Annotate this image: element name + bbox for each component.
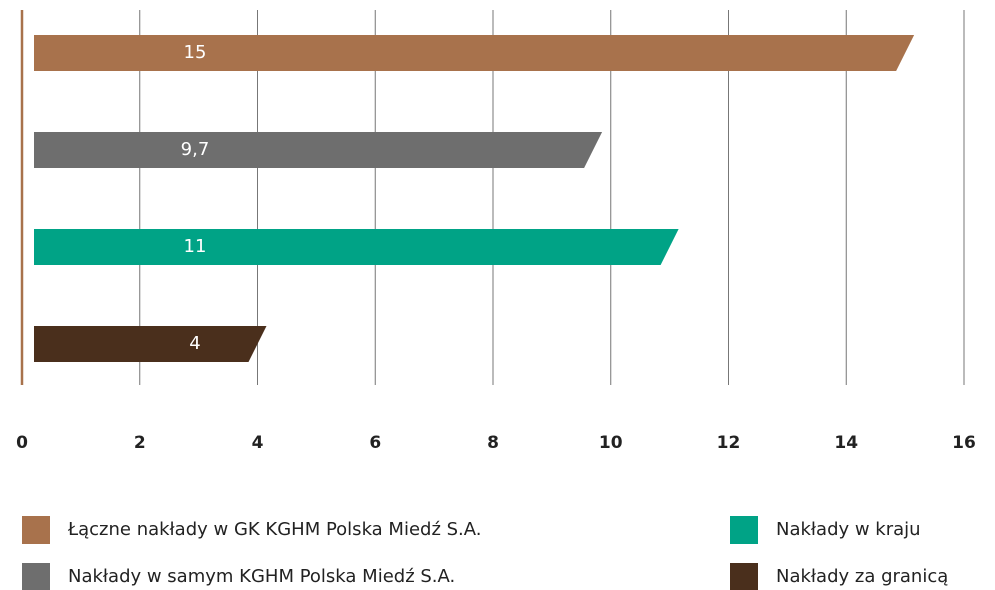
x-tick-label: 10	[599, 433, 623, 453]
legend-swatch	[22, 563, 50, 590]
x-tick-label: 4	[252, 433, 264, 453]
bar	[34, 35, 915, 71]
value-label: 4	[189, 333, 200, 354]
legend-label: Łączne nakłady w GK KGHM Polska Miedź S.…	[67, 519, 482, 540]
legend-label: Nakłady w kraju	[776, 519, 921, 540]
x-tick-label: 14	[834, 433, 858, 453]
legend-swatch	[730, 516, 758, 544]
x-tick-label: 12	[717, 433, 741, 453]
bar	[34, 132, 603, 168]
x-tick-label: 8	[487, 433, 499, 453]
value-label: 15	[184, 42, 207, 63]
legend-swatch	[730, 563, 758, 590]
legend-label: Nakłady za granicą	[776, 566, 948, 587]
value-label: 11	[184, 236, 207, 257]
x-tick-label: 2	[134, 433, 146, 453]
bar	[34, 229, 679, 265]
bar	[34, 326, 267, 362]
x-tick-label: 16	[952, 433, 976, 453]
x-tick-label: 0	[16, 433, 28, 453]
legend-label: Nakłady w samym KGHM Polska Miedź S.A.	[68, 566, 455, 587]
value-label: 9,7	[181, 139, 210, 160]
legend-swatch	[22, 516, 50, 544]
x-tick-label: 6	[369, 433, 381, 453]
